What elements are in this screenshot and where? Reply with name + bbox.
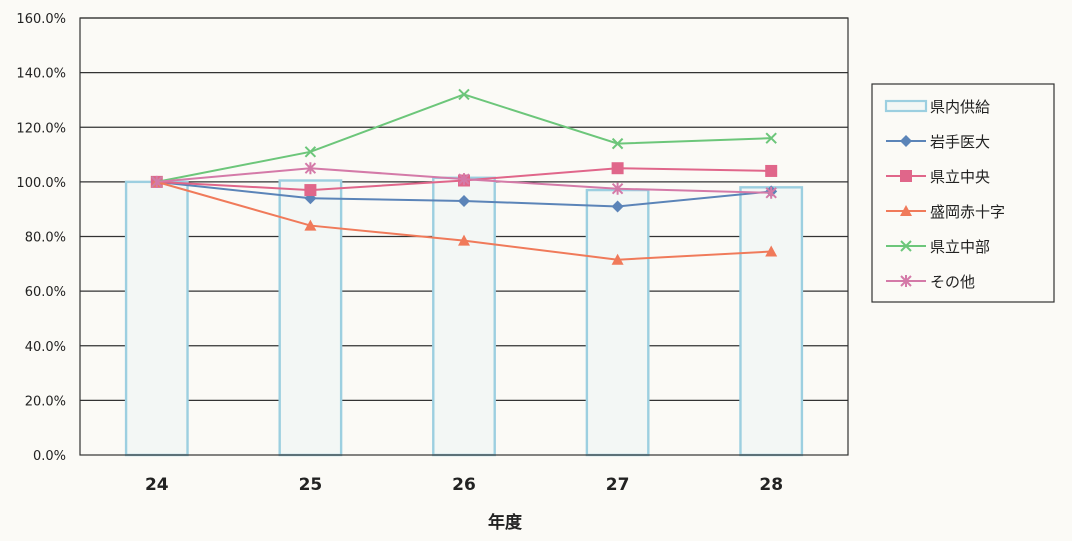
legend-label: 盛岡赤十字 bbox=[930, 203, 1005, 221]
data-point bbox=[611, 253, 624, 265]
y-tick-label: 140.0% bbox=[16, 67, 66, 82]
data-point bbox=[458, 173, 470, 186]
data-point bbox=[900, 275, 912, 287]
legend-box bbox=[871, 83, 1055, 303]
data-point bbox=[611, 162, 624, 175]
x-tick-label: 27 bbox=[606, 475, 630, 495]
plot-frame bbox=[79, 17, 849, 456]
y-tick-label: 20.0% bbox=[25, 394, 66, 409]
y-tick-label: 40.0% bbox=[25, 340, 66, 355]
legend-label: 岩手医大 bbox=[930, 133, 990, 151]
axes: 0.0% 20.0% 40.0% 60.0% 80.0% 100.0% 120.0% 140.… bbox=[16, 12, 849, 495]
x-tick-label: 24 bbox=[145, 475, 169, 495]
data-point bbox=[611, 137, 624, 150]
bar bbox=[124, 180, 189, 457]
legend-swatch bbox=[884, 99, 928, 113]
data-point bbox=[900, 205, 912, 216]
data-point bbox=[765, 245, 778, 257]
bar bbox=[432, 176, 496, 457]
x-tick-label: 25 bbox=[299, 475, 323, 495]
data-point bbox=[304, 219, 317, 231]
data-point bbox=[611, 182, 624, 195]
y-tick-label: 0.0% bbox=[33, 449, 66, 464]
bar bbox=[739, 186, 804, 457]
y-tick-label: 100.0% bbox=[16, 176, 66, 191]
data-point bbox=[304, 184, 317, 197]
data-point bbox=[611, 200, 624, 213]
data-point bbox=[765, 186, 777, 199]
data-point bbox=[900, 135, 912, 147]
y-tick-label: 120.0% bbox=[16, 121, 66, 136]
x-axis-label: 年度 bbox=[488, 512, 523, 533]
data-point bbox=[765, 132, 777, 144]
data-point bbox=[458, 234, 470, 246]
data-point bbox=[900, 170, 912, 182]
y-tick-label: 160.0% bbox=[16, 12, 66, 27]
bar-series bbox=[124, 176, 804, 457]
data-point bbox=[765, 164, 778, 177]
y-tick-label: 80.0% bbox=[25, 231, 66, 246]
x-tick-label: 28 bbox=[759, 475, 783, 495]
data-point bbox=[304, 146, 317, 158]
bar bbox=[585, 188, 650, 457]
data-point bbox=[900, 240, 912, 252]
data-point bbox=[458, 194, 470, 207]
x-tick-label: 26 bbox=[452, 475, 476, 495]
line-series bbox=[150, 88, 778, 265]
legend-label: 県立中部 bbox=[930, 238, 990, 256]
data-point bbox=[151, 175, 163, 188]
y-tick-label: 60.0% bbox=[25, 285, 66, 300]
legend-label: 県立中央 bbox=[930, 168, 990, 186]
data-point bbox=[304, 162, 317, 175]
legend-label: 県内供給 bbox=[930, 98, 990, 116]
data-point bbox=[458, 88, 470, 101]
legend-label: その他 bbox=[930, 273, 975, 291]
